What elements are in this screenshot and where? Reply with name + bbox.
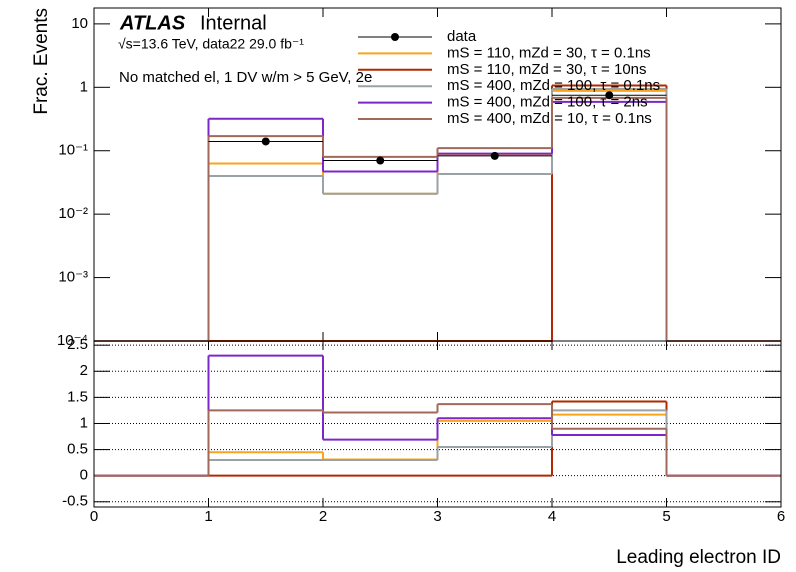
data-point (605, 91, 614, 100)
legend-label: mS = 400, mZd = 100, τ = 0.1ns (447, 77, 660, 94)
y-tick-label: 10⁻¹ (58, 142, 88, 159)
legend-label: mS = 110, mZd = 30, τ = 10ns (447, 61, 647, 78)
y-tick-label: 2.5 (67, 336, 88, 353)
x-tick-label: 2 (319, 508, 327, 525)
experiment-label: ATLAS (119, 12, 186, 34)
y-tick-label: 1 (80, 414, 88, 431)
status-label: Internal (200, 12, 267, 34)
y-tick-label: 10⁻⁴ (57, 332, 88, 349)
legend-label: mS = 400, mZd = 100, τ = 2ns (447, 94, 648, 111)
legend-label: data (447, 28, 477, 45)
legend-label: mS = 110, mZd = 30, τ = 0.1ns (447, 44, 651, 61)
y-tick-label: 10⁻² (58, 205, 88, 222)
plot-frame (93, 340, 782, 508)
annotation: No matched el, 1 DV w/m > 5 GeV, 2e (119, 69, 372, 86)
data-point (261, 137, 270, 146)
y-tick-label: 1 (80, 78, 88, 95)
y-tick-label: 0.5 (67, 441, 88, 458)
x-tick-label: 6 (777, 508, 785, 525)
y-axis-label: Frac. Events (31, 8, 52, 115)
x-tick-label: 3 (433, 508, 441, 525)
x-tick-label: 0 (90, 508, 98, 525)
x-tick-label: 1 (204, 508, 212, 525)
y-tick-label: -0.5 (62, 493, 88, 510)
y-tick-label: 0 (80, 467, 88, 484)
legend-label: mS = 400, mZd = 10, τ = 0.1ns (447, 110, 652, 127)
legend-marker (391, 33, 399, 41)
x-axis-label: Leading electron ID (616, 547, 781, 568)
y-tick-label: 10 (71, 15, 88, 32)
y-tick-label: 2 (80, 362, 88, 379)
data-point (376, 156, 385, 165)
x-tick-label: 4 (548, 508, 556, 525)
x-tick-label: 5 (662, 508, 670, 525)
y-tick-label: 10⁻³ (58, 269, 88, 286)
data-point (490, 151, 499, 160)
y-tick-label: 1.5 (67, 388, 88, 405)
subtitle: √s=13.6 TeV, data22 29.0 fb⁻¹ (118, 36, 304, 52)
